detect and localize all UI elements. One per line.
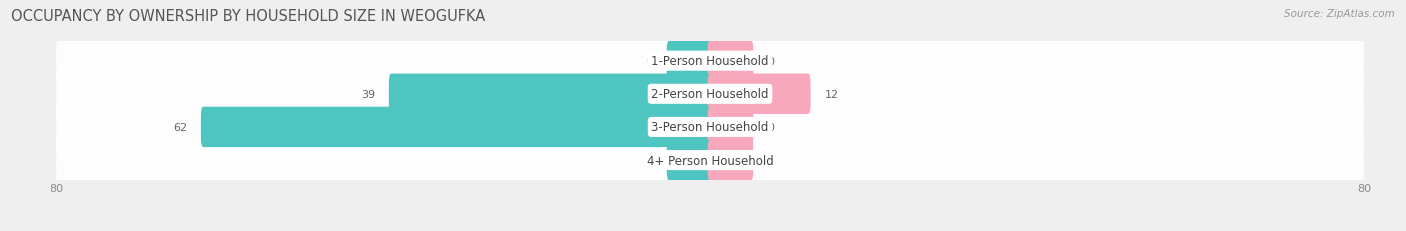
Text: 3-Person Household: 3-Person Household: [651, 121, 769, 134]
Text: 2-Person Household: 2-Person Household: [651, 88, 769, 101]
Text: 0: 0: [645, 56, 652, 66]
FancyBboxPatch shape: [56, 64, 1364, 125]
Text: 1-Person Household: 1-Person Household: [651, 55, 769, 68]
Text: 0: 0: [645, 155, 652, 165]
Text: 39: 39: [361, 89, 375, 99]
Text: 0: 0: [768, 122, 775, 132]
Legend: Owner-occupied, Renter-occupied: Owner-occupied, Renter-occupied: [593, 228, 827, 231]
FancyBboxPatch shape: [707, 74, 810, 115]
FancyBboxPatch shape: [666, 41, 713, 82]
FancyBboxPatch shape: [201, 107, 713, 148]
FancyBboxPatch shape: [56, 130, 1364, 190]
Text: 4+ Person Household: 4+ Person Household: [647, 154, 773, 167]
Text: 0: 0: [768, 155, 775, 165]
FancyBboxPatch shape: [707, 140, 754, 180]
FancyBboxPatch shape: [707, 107, 754, 148]
FancyBboxPatch shape: [389, 74, 713, 115]
FancyBboxPatch shape: [707, 41, 754, 82]
Text: Source: ZipAtlas.com: Source: ZipAtlas.com: [1284, 9, 1395, 19]
Text: 12: 12: [824, 89, 838, 99]
FancyBboxPatch shape: [666, 140, 713, 180]
FancyBboxPatch shape: [56, 31, 1364, 91]
FancyBboxPatch shape: [56, 97, 1364, 157]
Text: OCCUPANCY BY OWNERSHIP BY HOUSEHOLD SIZE IN WEOGUFKA: OCCUPANCY BY OWNERSHIP BY HOUSEHOLD SIZE…: [11, 9, 485, 24]
Text: 62: 62: [173, 122, 187, 132]
Text: 0: 0: [768, 56, 775, 66]
